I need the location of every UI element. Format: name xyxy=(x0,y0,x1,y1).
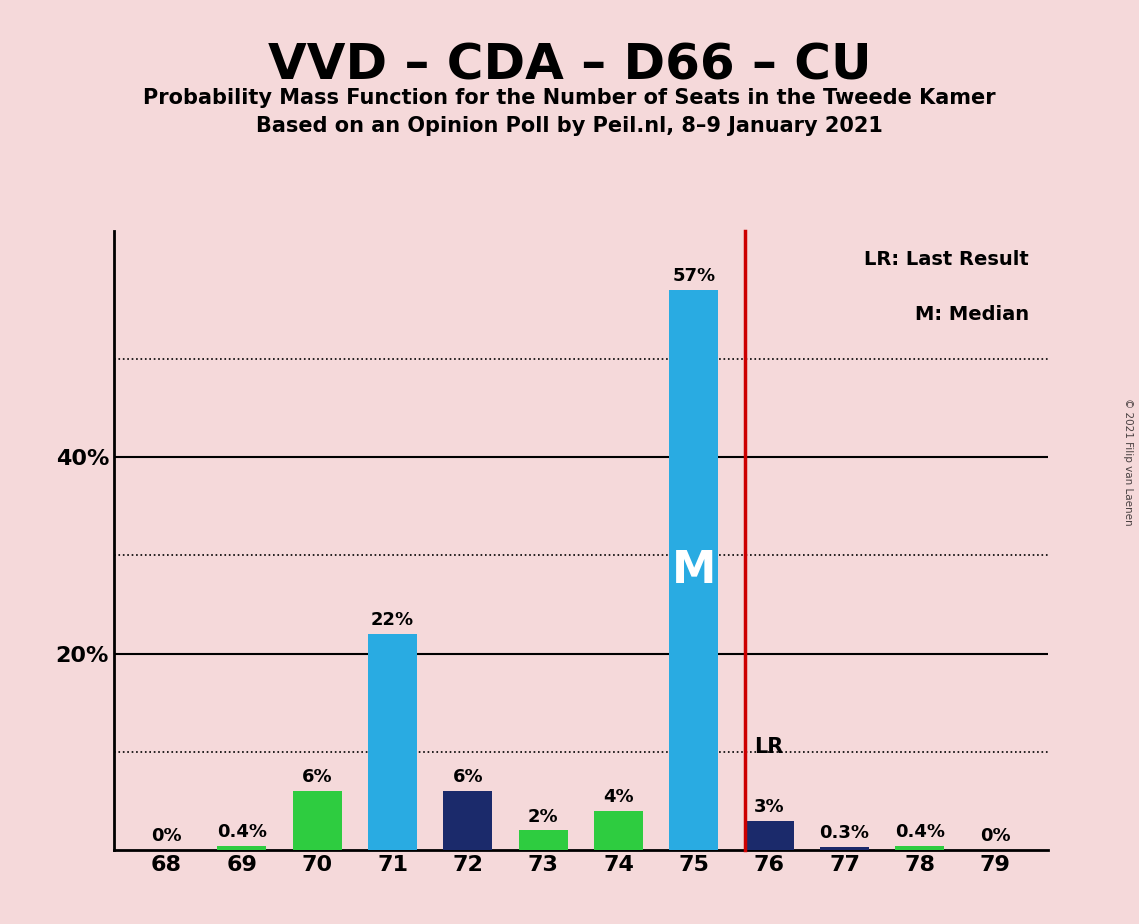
Text: 0.4%: 0.4% xyxy=(895,823,945,841)
Text: 3%: 3% xyxy=(754,797,785,816)
Bar xyxy=(218,846,267,850)
Text: 6%: 6% xyxy=(302,768,333,786)
Text: Probability Mass Function for the Number of Seats in the Tweede Kamer: Probability Mass Function for the Number… xyxy=(144,88,995,108)
Text: 0%: 0% xyxy=(151,827,182,845)
Text: 57%: 57% xyxy=(672,267,715,285)
Text: LR: LR xyxy=(754,737,782,757)
Bar xyxy=(368,634,417,850)
Text: VVD – CDA – D66 – CU: VVD – CDA – D66 – CU xyxy=(268,42,871,90)
Text: 22%: 22% xyxy=(371,611,415,629)
Text: © 2021 Filip van Laenen: © 2021 Filip van Laenen xyxy=(1123,398,1133,526)
Bar xyxy=(820,847,869,850)
Text: 6%: 6% xyxy=(452,768,483,786)
Text: 0%: 0% xyxy=(980,827,1010,845)
Text: 4%: 4% xyxy=(604,788,634,806)
Bar xyxy=(895,846,944,850)
Bar xyxy=(443,791,492,850)
Text: M: M xyxy=(672,549,716,591)
Bar xyxy=(293,791,342,850)
Text: 0.4%: 0.4% xyxy=(216,823,267,841)
Text: 0.3%: 0.3% xyxy=(820,824,869,842)
Text: Based on an Opinion Poll by Peil.nl, 8–9 January 2021: Based on an Opinion Poll by Peil.nl, 8–9… xyxy=(256,116,883,136)
Bar xyxy=(745,821,794,850)
Text: LR: Last Result: LR: Last Result xyxy=(865,249,1030,269)
Text: 2%: 2% xyxy=(527,808,558,825)
Text: M: Median: M: Median xyxy=(915,305,1030,324)
Bar xyxy=(670,290,719,850)
Bar xyxy=(595,810,644,850)
Bar xyxy=(518,831,567,850)
